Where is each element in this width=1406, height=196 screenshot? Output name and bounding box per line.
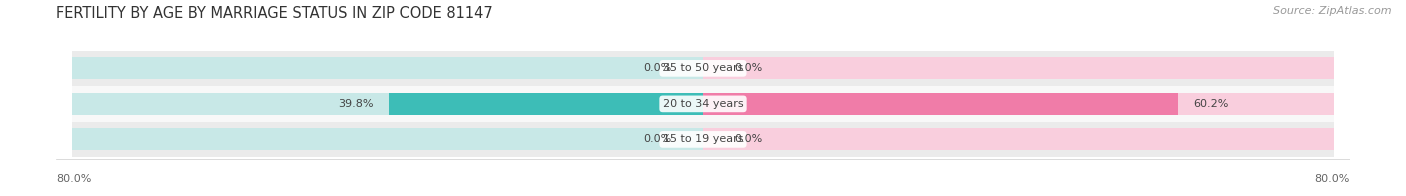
Text: 0.0%: 0.0% [643,134,672,144]
Bar [72,57,703,79]
Text: 0.0%: 0.0% [643,63,672,73]
Text: 15 to 19 years: 15 to 19 years [662,134,744,144]
Bar [72,93,703,115]
Text: Source: ZipAtlas.com: Source: ZipAtlas.com [1274,6,1392,16]
Text: FERTILITY BY AGE BY MARRIAGE STATUS IN ZIP CODE 81147: FERTILITY BY AGE BY MARRIAGE STATUS IN Z… [56,6,494,21]
Bar [703,93,1334,115]
Text: 0.0%: 0.0% [734,134,763,144]
Bar [72,128,703,150]
Text: 0.0%: 0.0% [734,63,763,73]
Text: 39.8%: 39.8% [337,99,374,109]
Bar [703,93,1178,115]
Text: 80.0%: 80.0% [56,174,91,184]
Bar [72,51,1334,86]
Bar [72,86,1334,122]
Text: 20 to 34 years: 20 to 34 years [662,99,744,109]
Text: 35 to 50 years: 35 to 50 years [662,63,744,73]
Text: 80.0%: 80.0% [1315,174,1350,184]
Bar [703,128,1334,150]
Bar [72,122,1334,157]
Bar [703,57,1334,79]
Bar [389,93,703,115]
Text: 60.2%: 60.2% [1194,99,1229,109]
